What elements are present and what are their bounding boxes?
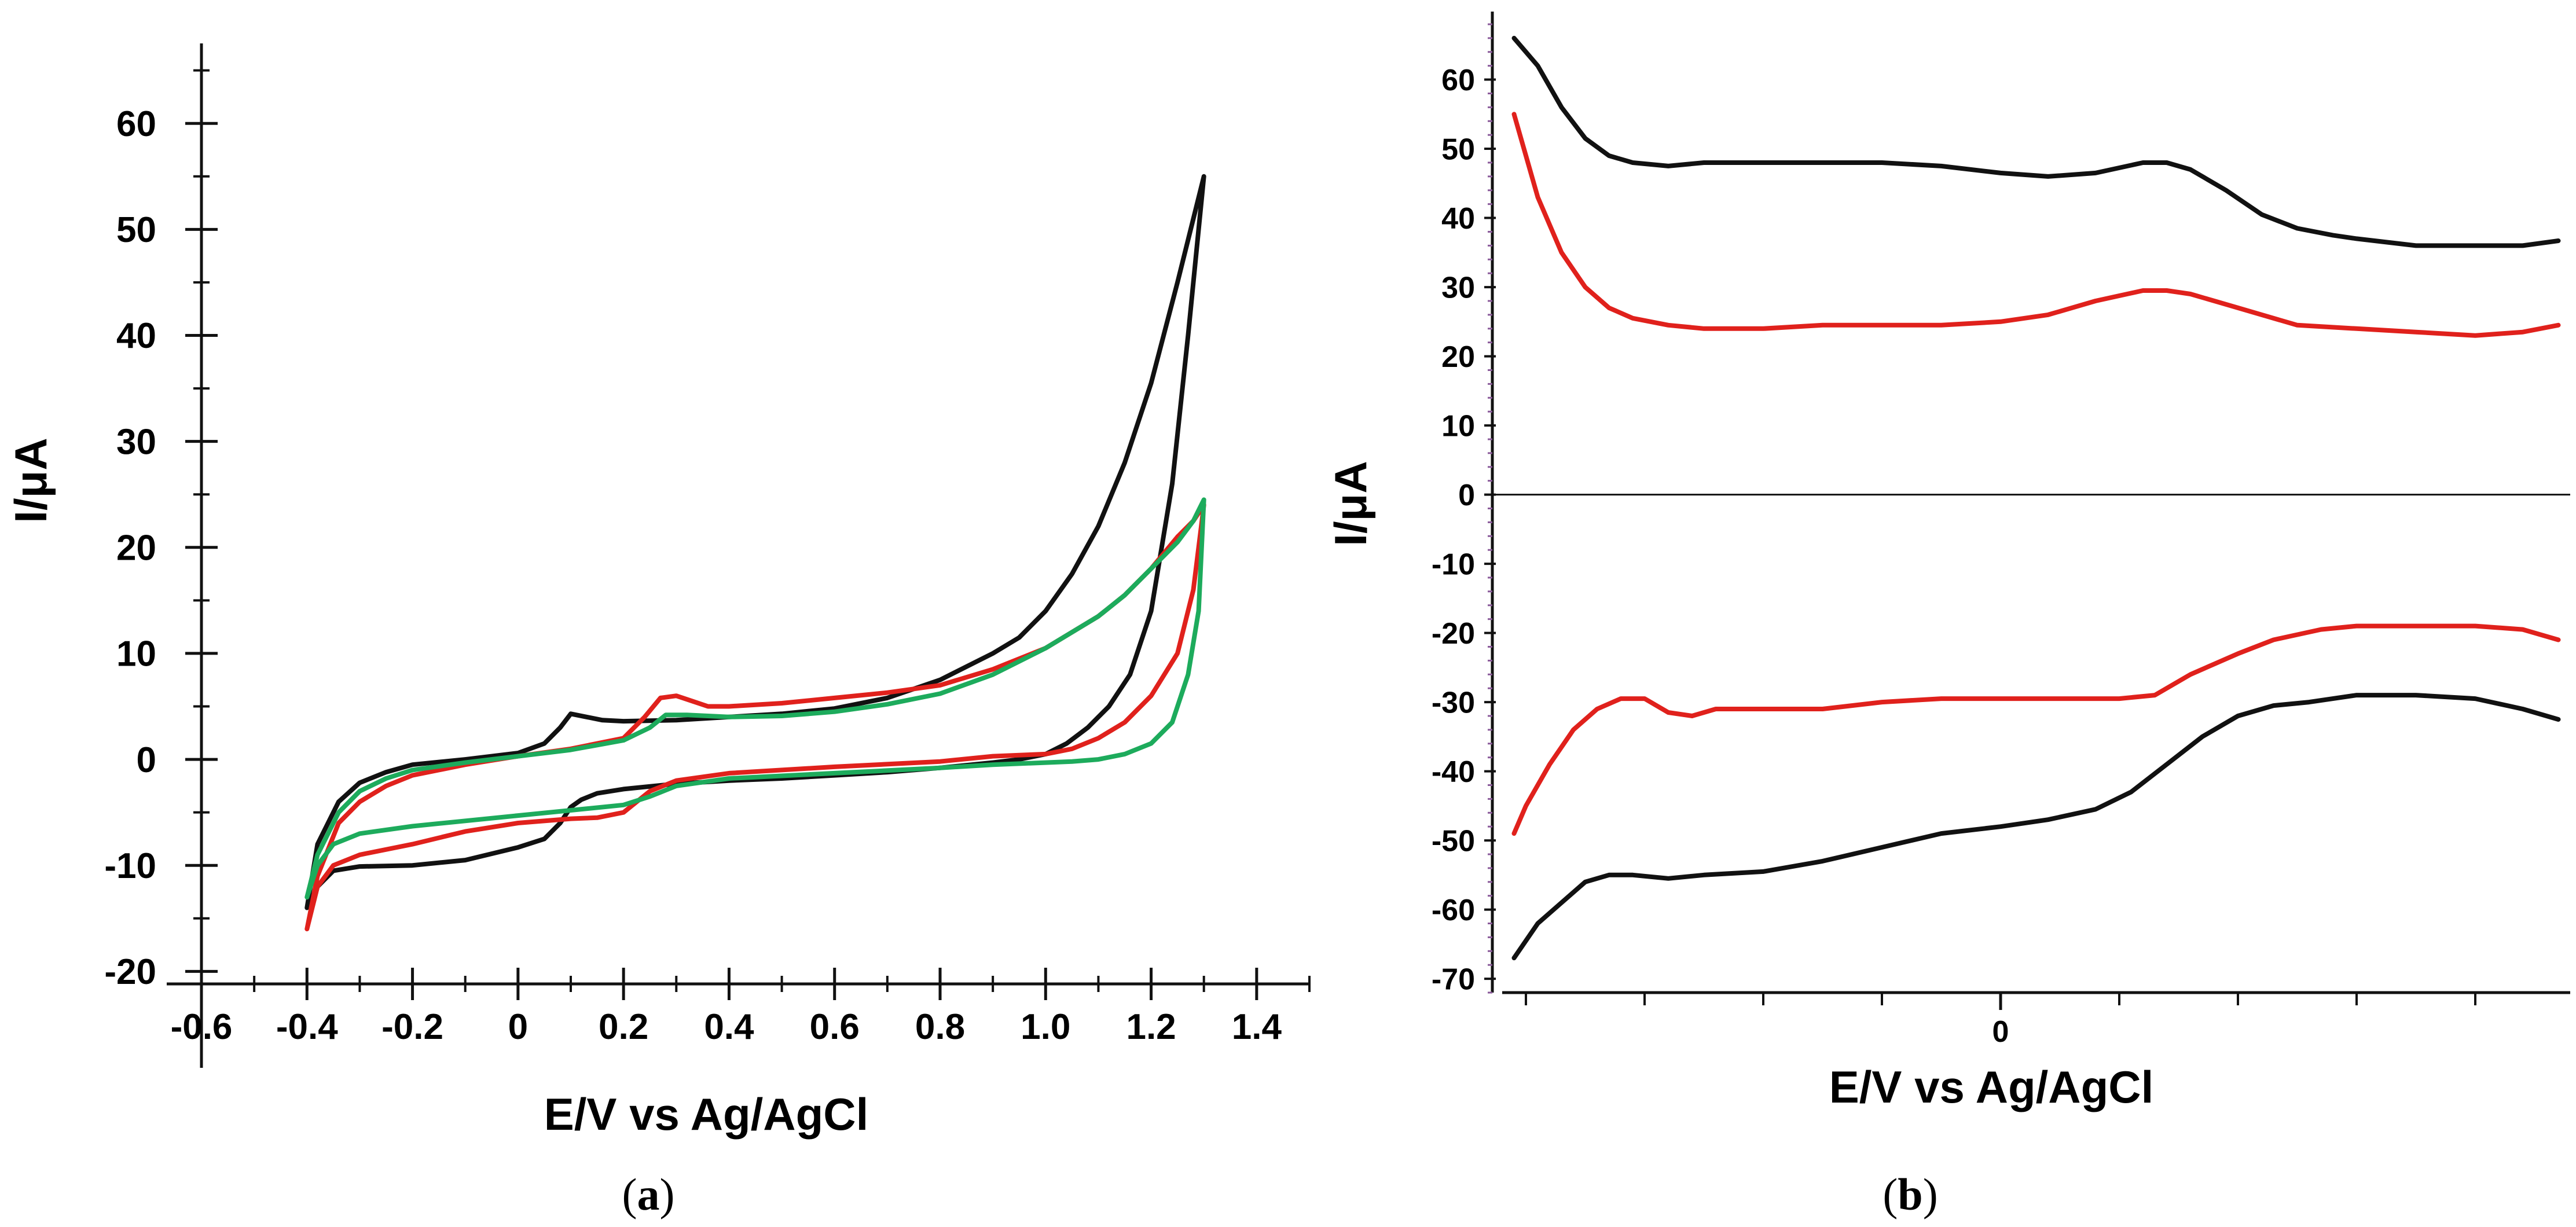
panel-b-label: (b) <box>1883 1169 1937 1219</box>
panel-a-x-axis-title: E/V vs Ag/AgCl <box>544 1089 869 1140</box>
y-tick-label: 60 <box>1441 64 1475 97</box>
y-tick-label: 10 <box>1441 409 1475 443</box>
series-line-red-upper <box>1511 112 2561 338</box>
series-line-black <box>304 174 1206 910</box>
y-tick-label: -30 <box>1432 686 1475 719</box>
panel-b: -70 -60 -50 -40 -30 -20 -10 0 10 20 30 40 50 60 0 I/μA… <box>1325 12 2570 1219</box>
panel-b-y-axis-title: I/μA <box>1325 461 1376 546</box>
y-tick-label: 40 <box>116 316 156 356</box>
y-tick-label: 50 <box>1441 133 1475 166</box>
panel-a-y-axis-title: I/μA <box>5 438 56 523</box>
panel-b-x-axis-title: E/V vs Ag/AgCl <box>1829 1061 2154 1112</box>
x-tick-label: 0.4 <box>704 1007 754 1047</box>
x-tick-label: 1.4 <box>1232 1007 1282 1047</box>
y-tick-label: 30 <box>116 422 156 462</box>
panel-b-label-text: (b) <box>1883 1169 1937 1219</box>
series-line-black-upper <box>1511 35 2561 248</box>
y-tick-label: -10 <box>1432 548 1475 581</box>
y-tick-label: 20 <box>116 528 156 568</box>
y-tick-label: -10 <box>104 846 156 886</box>
y-tick-label: -20 <box>104 952 156 992</box>
y-tick-label: 40 <box>1441 202 1475 236</box>
series-line-green <box>304 497 1206 900</box>
x-tick-label: 0.8 <box>915 1007 965 1047</box>
series-line-black-lower <box>1511 693 2561 961</box>
panel-b-series <box>1511 35 2561 961</box>
y-tick-label: 20 <box>1441 340 1475 374</box>
x-tick-label: 0.6 <box>810 1007 860 1047</box>
y-tick-label: 60 <box>116 104 156 144</box>
x-tick-label: -0.6 <box>171 1007 233 1047</box>
panel-b-axes: -70 -60 -50 -40 -30 -20 -10 0 10 20 30 40 50 60 0 <box>1432 12 2570 1049</box>
y-tick-label: 0 <box>1458 479 1475 512</box>
x-tick-label: 0 <box>1992 1015 2009 1049</box>
x-tick-label: -0.4 <box>276 1007 338 1047</box>
panel-a-label-text: (a) <box>622 1169 675 1219</box>
x-tick-label: 0.2 <box>599 1007 648 1047</box>
y-tick-label: -50 <box>1432 824 1475 858</box>
panel-a-axes: -20 -10 0 10 20 30 40 50 60 -0.6 -0.4 -0.2 0 0.2 0.4 0.… <box>104 43 1311 1068</box>
y-tick-label: 30 <box>1441 271 1475 304</box>
x-tick-label: 1.2 <box>1126 1007 1176 1047</box>
series-line-red-lower <box>1511 623 2561 836</box>
y-tick-label: -60 <box>1432 894 1475 927</box>
x-tick-label: 1.0 <box>1021 1007 1070 1047</box>
y-tick-label: -20 <box>1432 617 1475 651</box>
x-tick-label: 0 <box>508 1007 528 1047</box>
y-tick-label: 10 <box>116 634 156 674</box>
panel-a: -20 -10 0 10 20 30 40 50 60 -0.6 -0.4 -0.2 0 0.2 0.4 0.… <box>5 43 1311 1219</box>
y-tick-label: -40 <box>1432 755 1475 789</box>
x-tick-label: -0.2 <box>381 1007 443 1047</box>
y-tick-label: 50 <box>116 210 156 250</box>
y-tick-label: 0 <box>137 740 156 780</box>
panel-a-series <box>304 174 1206 932</box>
panel-a-label: (a) <box>622 1169 675 1219</box>
y-tick-label: -70 <box>1432 963 1475 996</box>
